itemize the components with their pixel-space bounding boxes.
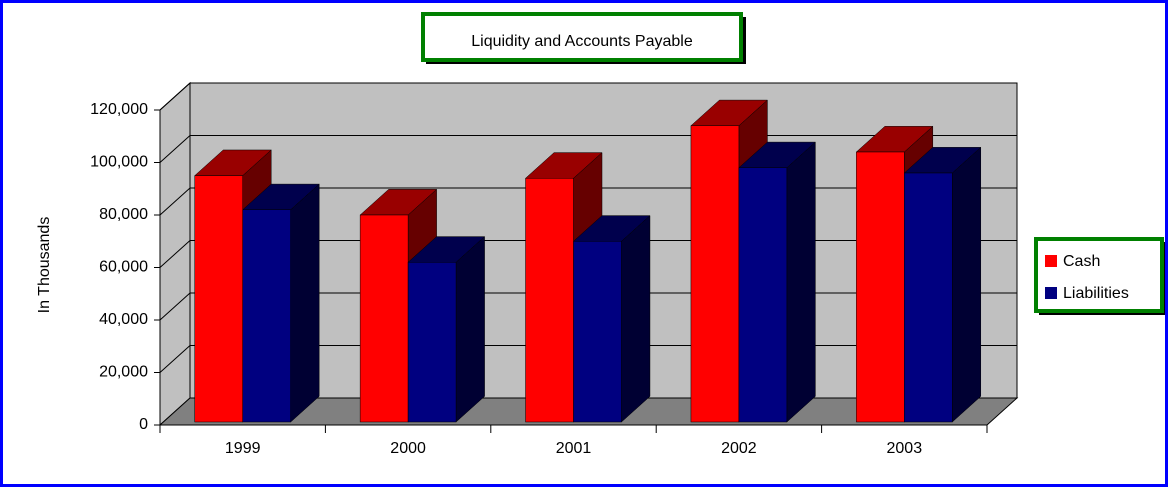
bar [572,215,651,423]
y-tick-label: 120,000 [90,101,148,118]
bar-front [407,262,457,423]
y-tick-label: 0 [139,416,148,433]
bar-side [455,236,485,423]
bar-side [786,141,816,423]
y-tick-label: 20,000 [99,364,148,381]
bar [242,183,320,423]
bar-front [573,241,622,423]
legend-swatch [1045,255,1057,267]
bar-front [690,125,740,423]
y-axis-label: In Thousands [36,217,53,314]
legend-label: Cash [1063,253,1100,270]
x-tick-label: 2001 [556,440,592,457]
y-tick-label: 80,000 [99,206,148,223]
legend-box [1034,237,1164,313]
grid-line [159,82,1017,111]
bar-front [242,209,291,423]
legend-swatch [1045,287,1057,299]
bar [738,141,817,423]
y-tick-label: 100,000 [90,154,148,171]
bar [903,146,982,423]
bar-front [359,214,409,423]
bar-side [290,183,320,423]
x-tick-label: 2000 [390,440,426,457]
bar-side [952,146,982,423]
x-tick-label: 2003 [887,440,923,457]
bar-front [525,178,574,423]
x-tick-label: 2002 [721,440,757,457]
bar-front [856,151,905,423]
y-tick-label: 60,000 [99,259,148,276]
bar-front [738,167,788,423]
chart-title: Liquidity and Accounts Payable [471,33,693,50]
legend-label: Liabilities [1063,285,1129,302]
bar-front [904,172,953,423]
bar-front [194,175,243,423]
title-box [421,12,743,62]
bar [407,236,486,423]
x-tick-label: 1999 [225,440,261,457]
y-tick-label: 40,000 [99,311,148,328]
bar-side [621,215,651,423]
